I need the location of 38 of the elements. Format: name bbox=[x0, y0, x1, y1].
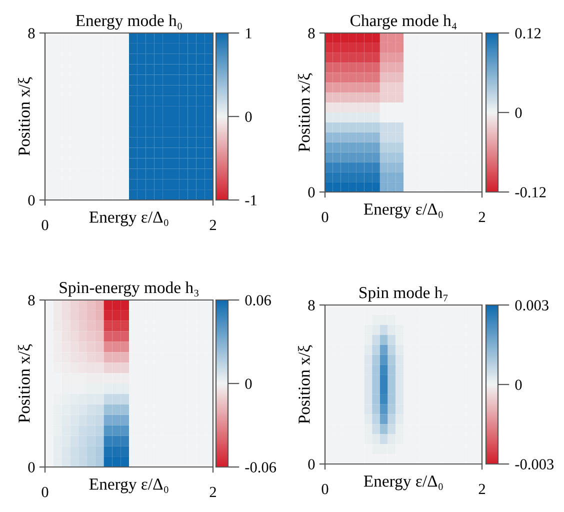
color-bar-label: 0 bbox=[515, 380, 522, 390]
y-axis-title: Position x/ξ bbox=[18, 344, 33, 423]
y-tick-label: 0 bbox=[28, 462, 35, 472]
color-bar-label: 0 bbox=[245, 112, 252, 122]
x-axis-title: Energy ε/Δ₀ bbox=[364, 204, 443, 218]
y-axis-title: Position x/ξ bbox=[298, 73, 313, 152]
y-axis-title: Position x/ξ bbox=[18, 77, 33, 156]
color-bar-label: 1 bbox=[246, 28, 252, 38]
x-axis-title: Energy ε/Δ₀ bbox=[364, 476, 443, 490]
x-axis-title: Energy ε/Δ₀ bbox=[89, 212, 168, 226]
x-tick-label: 2 bbox=[478, 484, 485, 494]
y-axis-title: Position x/ξ bbox=[298, 345, 313, 424]
x-tick-label: 2 bbox=[210, 220, 216, 230]
y-tick-label: 0 bbox=[28, 195, 35, 206]
color-bar-label: 0.06 bbox=[245, 295, 271, 306]
chart-title: Charge mode h₄ bbox=[350, 14, 457, 30]
y-tick-label: 0 bbox=[308, 459, 315, 470]
x-tick-label: 0 bbox=[42, 486, 48, 498]
color-bar-label: -0.003 bbox=[515, 459, 554, 470]
x-tick-label: 0 bbox=[322, 484, 328, 494]
color-bar-label: 0 bbox=[245, 378, 252, 389]
chart-title: Spin mode h₇ bbox=[360, 286, 448, 302]
y-tick-label: 0 bbox=[308, 187, 315, 198]
color-bar-label: 0.12 bbox=[515, 28, 541, 39]
color-bar-label: -1 bbox=[245, 195, 256, 206]
y-tick-label: 8 bbox=[28, 295, 35, 306]
y-tick-label: 8 bbox=[308, 300, 315, 310]
y-tick-label: 8 bbox=[308, 28, 315, 38]
chart-title: Spin-energy mode h₃ bbox=[60, 281, 198, 297]
y-tick-label: 8 bbox=[28, 28, 35, 38]
color-bar-label: -0.12 bbox=[515, 187, 546, 198]
x-axis-title: Energy ε/Δ₀ bbox=[89, 478, 168, 494]
chart-title: Energy mode h₀ bbox=[76, 14, 182, 30]
x-tick-label: 2 bbox=[478, 212, 485, 222]
color-bar-label: 0.003 bbox=[515, 300, 548, 311]
color-bar-label: -0.06 bbox=[245, 462, 276, 473]
color-bar-label: 0 bbox=[515, 108, 522, 118]
x-tick-label: 2 bbox=[210, 486, 216, 498]
